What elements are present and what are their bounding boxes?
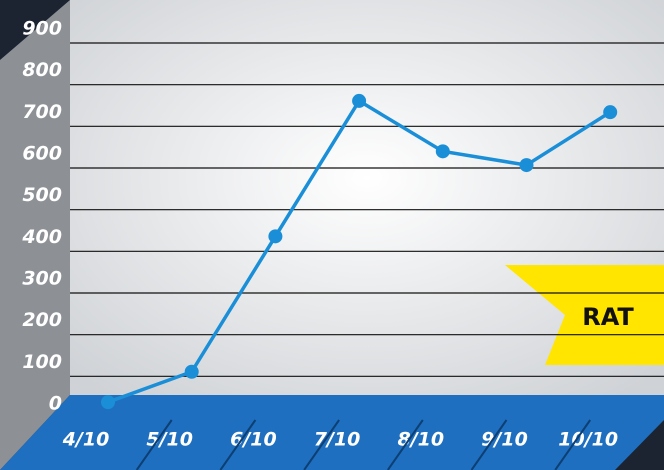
x-tick-label: 6/10	[230, 429, 277, 451]
point	[101, 395, 115, 410]
y-tick-label: 600	[22, 143, 62, 165]
point	[603, 105, 618, 120]
point	[268, 229, 283, 244]
y-tick-label: 300	[22, 268, 62, 290]
y-axis-wall	[0, 0, 70, 470]
point	[352, 93, 367, 108]
y-tick-label: 400	[21, 226, 62, 248]
x-tick-label: 5/10	[146, 429, 193, 451]
point	[435, 144, 450, 159]
floor-divider	[219, 419, 257, 470]
y-tick-label: 800	[22, 59, 62, 81]
floor-divider	[303, 419, 340, 470]
x-tick-label: 7/10	[314, 429, 361, 451]
y-tick-label: 100	[22, 351, 62, 373]
x-axis-floor	[0, 395, 664, 470]
floor-divider	[470, 419, 508, 470]
point	[184, 364, 199, 379]
x-tick-label: 8/10	[397, 429, 444, 451]
y-tick-label: 200	[22, 309, 62, 331]
y-tick-label: 500	[22, 184, 62, 206]
annotation-banner	[505, 265, 664, 365]
x-tick-label: 4/10	[62, 429, 110, 451]
y-tick-label: 0	[49, 393, 62, 415]
annotation: RAT	[582, 303, 634, 331]
y-tick-label: 700	[22, 101, 62, 123]
floor-divider	[135, 419, 173, 470]
y-tick-label: 900	[22, 18, 62, 40]
floor-divider	[554, 419, 592, 470]
x-tick-label: 10/10	[558, 429, 618, 451]
point	[519, 158, 534, 173]
floor-divider	[386, 419, 424, 470]
x-tick-label: 9/10	[481, 429, 528, 451]
